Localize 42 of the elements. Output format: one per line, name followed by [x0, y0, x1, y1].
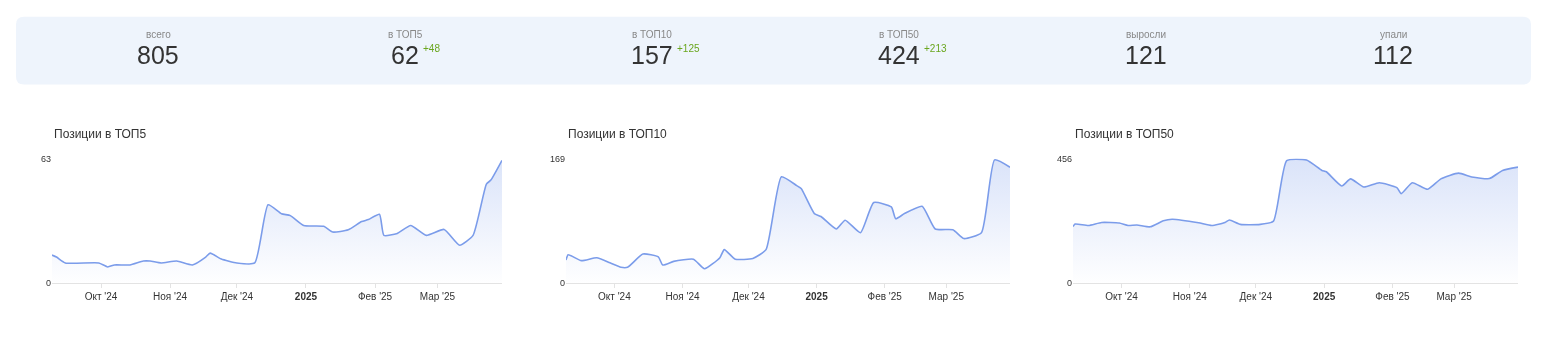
chart-title: Позиции в ТОП10 — [568, 127, 668, 141]
category-label: выросли — [1126, 29, 1167, 40]
y-tick-label: 63 — [40, 153, 51, 164]
x-tick-label: Дек '24 — [220, 290, 254, 302]
y-tick-label: 456 — [1056, 153, 1072, 164]
data-label: 805 — [137, 41, 179, 69]
y-tick-label: 169 — [549, 153, 565, 164]
x-tick-label: Мар '25 — [1436, 290, 1473, 302]
x-tick-label: Мар '25 — [928, 290, 965, 302]
x-tick-label: 2025 — [1313, 290, 1336, 302]
data-label: 121 — [1125, 41, 1167, 69]
category-label: в ТОП10 — [632, 29, 673, 40]
y-tick-label: 0 — [559, 277, 565, 288]
chart-title: Позиции в ТОП5 — [54, 127, 147, 141]
data-label: 62 — [391, 41, 419, 69]
x-tick-label: Фев '25 — [357, 290, 393, 302]
x-tick-label: Окт '24 — [84, 290, 118, 302]
x-tick-label: Окт '24 — [1105, 290, 1139, 302]
x-tick-label: Ноя '24 — [1172, 290, 1208, 302]
x-tick-label: Дек '24 — [732, 290, 766, 302]
text: +48 — [423, 43, 440, 54]
category-label: в ТОП50 — [879, 29, 920, 40]
chart-title: Позиции в ТОП50 — [1075, 127, 1175, 141]
x-tick-label: Дек '24 — [1239, 290, 1273, 302]
data-label: 157 — [631, 41, 673, 69]
category-label: в ТОП5 — [388, 29, 423, 40]
x-tick-label: Фев '25 — [1375, 290, 1411, 302]
data-label: 112 — [1373, 41, 1413, 69]
x-tick-label: Ноя '24 — [665, 290, 700, 302]
x-tick-label: Ноя '24 — [153, 290, 188, 302]
y-tick-label: 0 — [45, 277, 51, 288]
text: +213 — [924, 43, 947, 54]
x-tick-label: Окт '24 — [598, 290, 632, 302]
x-tick-label: 2025 — [294, 290, 318, 302]
text: +125 — [677, 43, 700, 54]
y-tick-label: 0 — [1066, 277, 1072, 288]
category-label: всего — [146, 29, 172, 40]
data-label: 424 — [878, 41, 920, 69]
x-tick-label: Фев '25 — [867, 290, 903, 302]
category-label: упали — [1380, 29, 1408, 40]
x-tick-label: Мар '25 — [419, 290, 456, 302]
x-tick-label: 2025 — [805, 290, 829, 302]
